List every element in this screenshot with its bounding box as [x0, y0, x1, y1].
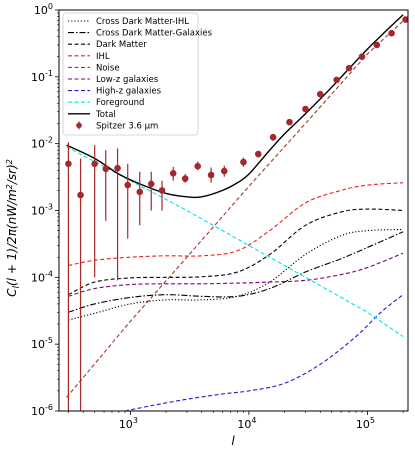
point-marker: [220, 167, 228, 175]
point-marker: [207, 171, 215, 179]
legend-item: Foreground: [68, 98, 144, 108]
legend-item: IHL: [68, 52, 110, 62]
y-tick-label: 10-3: [31, 203, 53, 218]
point-marker: [373, 41, 381, 49]
y-tick-label: 10-1: [31, 69, 53, 84]
y-tick-label: 10-2: [31, 136, 53, 151]
y-tick-label: 10-5: [31, 336, 53, 351]
data-point: [302, 105, 309, 113]
data-point: [254, 150, 262, 158]
data-point: [102, 150, 110, 221]
data-point: [402, 16, 408, 23]
legend-label: IHL: [96, 52, 110, 62]
data-point: [388, 29, 395, 37]
data-point: [269, 133, 277, 141]
data-point: [91, 145, 98, 278]
point-marker: [124, 181, 132, 189]
legend-item: Total: [68, 110, 116, 120]
legend-item: Noise: [68, 63, 120, 73]
data-point: [114, 148, 121, 281]
legend: Cross Dark Matter-IHL Cross Dark Matter-G…: [62, 12, 213, 136]
series-line-low-z-galaxies: [68, 252, 404, 297]
data-point: [124, 163, 132, 239]
data-point: [316, 90, 324, 98]
data-point: [194, 161, 202, 171]
point-marker: [147, 180, 155, 188]
data-point: [333, 76, 340, 84]
point-marker: [158, 187, 166, 194]
data-point: [373, 41, 381, 49]
point-marker: [102, 165, 110, 173]
data-point: [65, 142, 72, 411]
y-tick-label: 100: [34, 2, 53, 17]
y-tick-label: 10-6: [31, 403, 53, 418]
legend-item: Low-z galaxies: [68, 75, 159, 85]
legend-item: Dark Matter: [68, 40, 147, 50]
point-marker: [77, 191, 84, 199]
x-tick-label: 103: [119, 416, 138, 431]
legend-label: Cross Dark Matter-IHL: [96, 17, 189, 27]
legend-label: Cross Dark Matter-Galaxies: [96, 29, 213, 39]
data-point: [169, 166, 177, 181]
series-line-cross-dark-matter-galaxies: [68, 231, 404, 313]
point-marker: [286, 118, 293, 126]
point-marker: [358, 53, 366, 61]
data-point: [147, 171, 155, 211]
point-marker: [402, 16, 408, 23]
data-point: [358, 53, 366, 61]
data-point: [158, 180, 166, 211]
legend-marker: [76, 122, 82, 129]
point-marker: [65, 160, 72, 168]
x-tick-label: 105: [356, 416, 375, 431]
point-marker: [169, 170, 177, 177]
point-marker: [345, 64, 353, 72]
series-line-total: [66, 14, 404, 199]
point-marker: [333, 76, 340, 84]
point-marker: [388, 29, 395, 37]
data-point: [220, 165, 228, 177]
y-tick-label: 10-4: [31, 269, 53, 284]
series-line-noise: [66, 16, 408, 398]
data-point: [77, 158, 84, 411]
legend-item: Cross Dark Matter-IHL: [68, 17, 189, 27]
data-point: [286, 118, 293, 126]
point-marker: [114, 164, 121, 172]
legend-item: High-z galaxies: [68, 87, 162, 97]
legend-label: Low-z galaxies: [96, 75, 159, 85]
legend-label: Foreground: [96, 98, 144, 108]
legend-label: Dark Matter: [96, 40, 147, 50]
point-marker: [181, 175, 189, 182]
data-point: [345, 64, 353, 72]
y-axis-label: Cl(l + 1)/2π(nW/m2/sr)2: [5, 159, 22, 297]
legend-box: [62, 12, 199, 136]
legend-label: Spitzer 3.6 μm: [96, 121, 158, 131]
legend-label: Noise: [96, 63, 120, 73]
series-line-dark-matter: [68, 208, 404, 296]
point-marker: [194, 162, 202, 170]
point-marker: [316, 90, 324, 98]
series-line-ihl: [68, 182, 404, 267]
points-layer: [65, 16, 408, 411]
legend-item: Cross Dark Matter-Galaxies: [68, 29, 213, 39]
legend-label: High-z galaxies: [96, 87, 162, 97]
legend-label: Total: [95, 110, 116, 120]
legend-item: Spitzer 3.6 μm: [76, 121, 158, 131]
point-marker: [136, 188, 144, 196]
data-point: [181, 174, 189, 183]
point-marker: [240, 158, 247, 166]
point-marker: [302, 105, 309, 113]
point-marker: [254, 150, 262, 158]
data-point: [207, 167, 215, 183]
data-point: [136, 171, 144, 226]
point-marker: [269, 133, 277, 141]
series-line-high-z-galaxies: [124, 294, 404, 411]
x-axis-label: l: [231, 434, 235, 448]
series-line-cross-dark-matter-ihl: [68, 228, 404, 321]
point-marker: [91, 160, 98, 168]
data-point: [240, 157, 247, 167]
series-layer: [66, 14, 408, 411]
x-tick-label: 104: [237, 416, 256, 431]
